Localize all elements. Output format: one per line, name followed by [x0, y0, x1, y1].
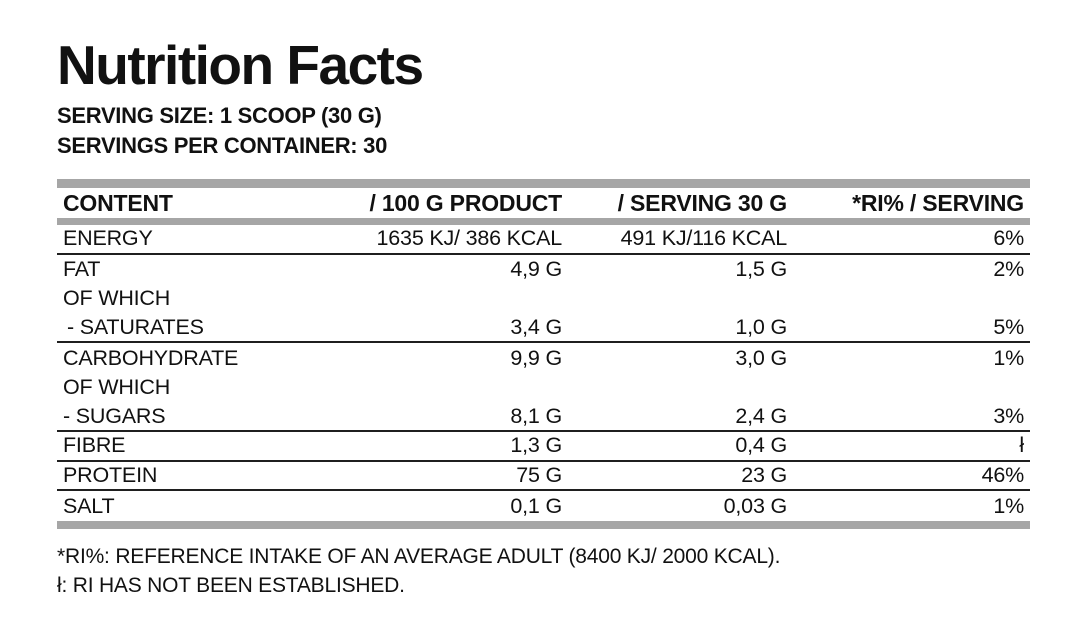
row-per-100g: 1635 KJ/ 386 KCAL [376, 226, 563, 251]
table-row-fat: FAT 4,9 G 1,5 G 2% [57, 255, 1030, 285]
row-label: ENERGY [63, 226, 153, 251]
row-ri: 1% [993, 493, 1024, 518]
header-per-serving: / SERVING 30 G [617, 189, 788, 216]
table-top-bar [57, 179, 1030, 188]
row-ri: 6% [993, 226, 1024, 251]
row-label: OF WHICH [63, 375, 171, 400]
row-ri: 5% [993, 315, 1024, 340]
header-content: CONTENT [63, 189, 173, 216]
row-per-serving: 2,4 G [735, 403, 787, 428]
row-label: PROTEIN [63, 463, 158, 488]
row-label: FIBRE [63, 433, 126, 458]
page-title: Nutrition Facts [57, 34, 424, 96]
header-ri-percent: *RI% / SERVING [852, 189, 1024, 216]
row-per-100g: 3,4 G [510, 315, 562, 340]
row-label: - SUGARS [63, 403, 166, 428]
table-row-of-which-fat: OF WHICH [57, 284, 1030, 314]
table-row-energy: ENERGY 1635 KJ/ 386 KCAL 491 KJ/116 KCAL… [57, 225, 1030, 255]
row-per-serving: 23 G [741, 463, 787, 488]
nutrition-facts-label: Nutrition Facts SERVING SIZE: 1 SCOOP (3… [57, 0, 1030, 600]
row-per-100g: 4,9 G [510, 256, 562, 281]
row-label: FAT [63, 256, 101, 281]
table-bottom-bar [57, 520, 1030, 529]
table-row-salt: SALT 0,1 G 0,03 G 1% [57, 491, 1030, 521]
not-established-footnote: ł: RI HAS NOT BEEN ESTABLISHED. [57, 573, 405, 597]
row-per-serving: 0,03 G [723, 493, 788, 518]
row-per-100g: 8,1 G [510, 403, 562, 428]
row-label: OF WHICH [63, 286, 171, 311]
row-label: - SATURATES [67, 315, 204, 340]
row-label: CARBOHYDRATE [63, 345, 239, 370]
footnotes: *RI%: REFERENCE INTAKE OF AN AVERAGE ADU… [57, 542, 1030, 600]
row-per-serving: 3,0 G [735, 345, 787, 370]
table-header-bottom-bar [57, 218, 1030, 225]
row-label: SALT [63, 493, 115, 518]
nutrition-table: CONTENT / 100 G PRODUCT / SERVING 30 G *… [57, 179, 1030, 529]
ri-footnote: *RI%: REFERENCE INTAKE OF AN AVERAGE ADU… [57, 544, 781, 568]
table-row-saturates: - SATURATES 3,4 G 1,0 G 5% [57, 314, 1030, 344]
row-per-serving: 1,5 G [735, 256, 787, 281]
table-row-of-which-carb: OF WHICH [57, 373, 1030, 403]
row-per-serving: 491 KJ/116 KCAL [620, 226, 788, 251]
table-row-fibre: FIBRE 1,3 G 0,4 G ł [57, 432, 1030, 462]
row-per-100g: 75 G [516, 463, 562, 488]
row-ri: 1% [993, 345, 1024, 370]
row-ri: ł [1019, 433, 1024, 458]
row-per-serving: 1,0 G [735, 315, 787, 340]
header-per-100g: / 100 G PRODUCT [369, 189, 562, 216]
row-per-100g: 1,3 G [510, 433, 562, 458]
serving-info: SERVING SIZE: 1 SCOOP (30 G) SERVINGS PE… [57, 101, 1030, 161]
serving-size-text: SERVING SIZE: 1 SCOOP (30 G) [57, 103, 382, 128]
row-ri: 46% [981, 463, 1025, 488]
row-per-100g: 0,1 G [510, 493, 562, 518]
row-per-100g: 9,9 G [510, 345, 562, 370]
servings-per-container-text: SERVINGS PER CONTAINER: 30 [57, 133, 388, 158]
table-header-row: CONTENT / 100 G PRODUCT / SERVING 30 G *… [57, 188, 1030, 218]
table-row-carbohydrate: CARBOHYDRATE 9,9 G 3,0 G 1% [57, 343, 1030, 373]
row-ri: 3% [993, 403, 1024, 428]
row-ri: 2% [993, 256, 1024, 281]
row-per-serving: 0,4 G [735, 433, 787, 458]
table-row-protein: PROTEIN 75 G 23 G 46% [57, 462, 1030, 492]
table-row-sugars: - SUGARS 8,1 G 2,4 G 3% [57, 403, 1030, 433]
